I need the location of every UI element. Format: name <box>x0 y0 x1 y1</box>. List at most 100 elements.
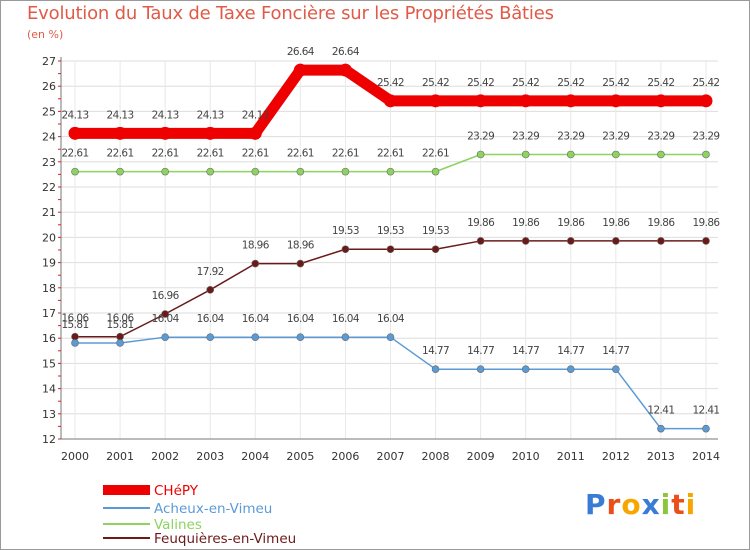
y-tick-label: 27 <box>42 55 56 68</box>
y-axis-unit: (en %) <box>27 28 64 41</box>
data-label: 14.77 <box>512 345 539 357</box>
data-label: 22.61 <box>422 148 449 160</box>
x-tick-label: 2004 <box>241 450 269 463</box>
data-point <box>161 310 169 318</box>
y-tick-label: 18 <box>42 282 56 295</box>
data-label: 24.13 <box>242 109 269 121</box>
data-point <box>521 237 530 245</box>
legend-label: CHéPY <box>154 483 199 499</box>
legend-item: Feuquières-en-Vimeu <box>103 531 296 547</box>
data-point <box>612 237 620 245</box>
legend-item: CHéPY <box>103 483 199 499</box>
legend-label: Valines <box>154 517 202 533</box>
data-point <box>612 365 620 373</box>
data-label: 26.64 <box>332 46 360 58</box>
x-tick-label: 2002 <box>151 450 179 463</box>
x-tick-label: 2003 <box>196 450 224 463</box>
data-point <box>116 167 124 176</box>
data-point <box>431 365 440 373</box>
data-label: 17.92 <box>197 266 224 278</box>
data-label: 22.61 <box>152 148 179 160</box>
data-label: 24.13 <box>107 109 134 121</box>
data-point <box>654 94 668 108</box>
data-point <box>296 333 305 341</box>
data-label: 16.04 <box>287 313 315 325</box>
data-point <box>251 259 260 268</box>
data-point <box>158 126 172 140</box>
data-label: 16.96 <box>152 290 180 302</box>
data-label: 23.29 <box>647 130 674 142</box>
x-tick-label: 2010 <box>512 450 540 463</box>
data-label: 19.53 <box>377 225 404 237</box>
data-label: 19.53 <box>422 225 449 237</box>
data-label: 25.42 <box>557 77 584 89</box>
data-point <box>566 150 575 159</box>
series-valines <box>71 150 710 176</box>
x-tick-label: 2008 <box>422 450 450 463</box>
data-label: 15.81 <box>107 319 134 331</box>
data-label: 25.42 <box>602 77 629 89</box>
data-label: 16.04 <box>332 313 360 325</box>
data-label: 14.77 <box>557 345 584 357</box>
data-label: 16.04 <box>197 313 225 325</box>
data-point <box>657 150 665 159</box>
data-point <box>521 365 530 373</box>
x-tick-label: 2000 <box>61 450 89 463</box>
data-label: 23.29 <box>512 130 539 142</box>
data-point <box>564 94 578 108</box>
x-tick-label: 2005 <box>286 450 314 463</box>
data-point <box>296 259 305 268</box>
data-label: 24.13 <box>61 109 88 121</box>
data-label: 22.61 <box>197 148 224 160</box>
data-point <box>296 167 305 176</box>
data-point <box>116 339 124 347</box>
data-label: 22.61 <box>242 148 269 160</box>
y-tick-label: 23 <box>42 156 56 169</box>
data-label: 19.86 <box>647 217 675 229</box>
y-tick-label: 17 <box>42 307 56 320</box>
data-point <box>206 167 215 176</box>
data-label: 19.86 <box>602 217 630 229</box>
data-point <box>71 332 79 341</box>
y-tick-label: 19 <box>42 257 56 270</box>
data-point <box>657 424 665 433</box>
data-point <box>341 167 350 176</box>
data-label: 24.13 <box>197 109 224 121</box>
data-point <box>203 126 217 140</box>
data-label: 23.29 <box>557 130 584 142</box>
data-label: 22.61 <box>377 148 404 160</box>
y-tick-label: 13 <box>42 408 56 421</box>
data-label: 18.96 <box>287 240 315 252</box>
data-label: 25.42 <box>422 77 449 89</box>
data-label: 16.06 <box>61 313 89 325</box>
data-label: 14.77 <box>467 345 494 357</box>
data-label: 23.29 <box>692 130 719 142</box>
data-point <box>521 150 530 159</box>
x-tick-label: 2007 <box>376 450 404 463</box>
data-label: 22.61 <box>107 148 134 160</box>
data-point <box>566 365 575 373</box>
data-label: 25.42 <box>467 77 494 89</box>
data-label: 25.42 <box>692 77 719 89</box>
data-label: 22.61 <box>287 148 314 160</box>
data-point <box>699 94 713 108</box>
data-point <box>657 237 665 245</box>
data-label: 23.29 <box>602 130 629 142</box>
series-ch-py <box>68 63 713 140</box>
data-point <box>519 94 533 108</box>
x-tick-label: 2013 <box>647 450 675 463</box>
data-label: 16.06 <box>107 313 135 325</box>
x-tick-label: 2011 <box>557 450 585 463</box>
data-label: 16.04 <box>242 313 270 325</box>
y-tick-label: 21 <box>42 206 56 219</box>
x-tick-label: 2001 <box>106 450 134 463</box>
data-point <box>251 167 260 176</box>
data-point <box>566 237 575 245</box>
data-label: 24.13 <box>152 109 179 121</box>
y-tick-label: 12 <box>42 433 56 446</box>
legend-item: Acheux-en-Vimeu <box>103 501 272 517</box>
data-point <box>702 237 710 245</box>
data-point <box>113 126 127 140</box>
data-label: 14.77 <box>602 345 629 357</box>
data-point <box>206 333 215 341</box>
